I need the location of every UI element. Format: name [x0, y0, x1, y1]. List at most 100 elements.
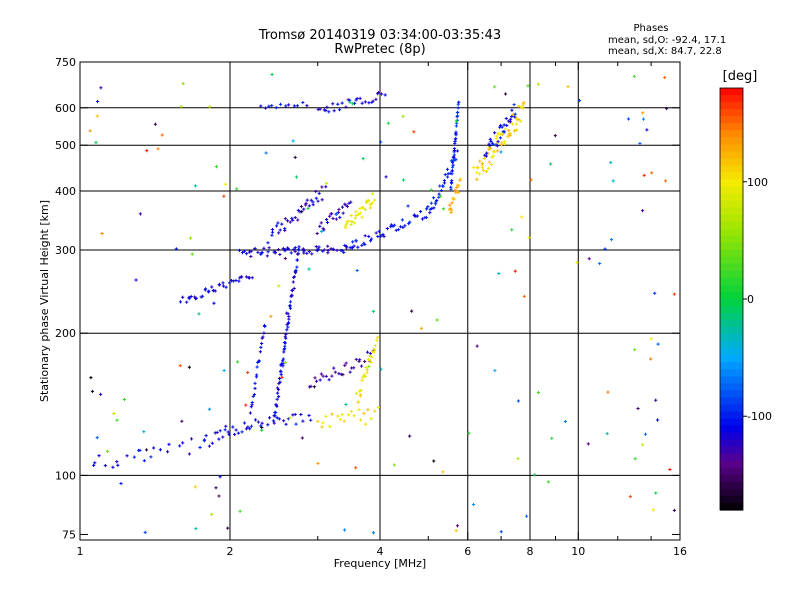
echo-point	[95, 99, 100, 104]
colorbar-segment	[720, 467, 743, 476]
echo-point	[253, 247, 257, 251]
echo-point	[213, 289, 217, 293]
echo-point	[324, 108, 328, 113]
colorbar-segment	[720, 165, 743, 173]
echo-point	[317, 191, 321, 195]
echo-point	[492, 131, 497, 135]
echo-point	[365, 371, 369, 375]
colorbar-segment	[720, 411, 743, 420]
echo-point	[235, 187, 239, 191]
echo-point	[341, 373, 345, 377]
echo-point	[122, 397, 126, 402]
echo-point	[316, 461, 320, 466]
echo-point	[305, 198, 309, 202]
echo-point	[369, 417, 373, 421]
echo-point	[94, 140, 98, 145]
echo-point	[358, 358, 362, 362]
echo-point	[197, 312, 201, 316]
echo-point	[655, 418, 660, 422]
echo-point	[443, 173, 447, 177]
echo-point	[451, 163, 455, 167]
echo-point	[457, 100, 461, 104]
echo-point	[294, 268, 298, 273]
echo-point	[316, 199, 320, 203]
echo-point	[190, 252, 194, 256]
echo-point	[283, 361, 287, 365]
echo-point	[488, 146, 493, 151]
y-tick-label: 100	[55, 469, 76, 482]
echo-point	[633, 457, 637, 461]
echo-point	[352, 414, 356, 418]
echo-point	[563, 419, 567, 424]
echo-point	[437, 192, 441, 196]
echo-point	[343, 243, 347, 248]
echo-point	[376, 234, 380, 239]
echo-point	[515, 128, 519, 132]
echo-point	[277, 284, 281, 288]
echo-point	[214, 486, 218, 490]
echo-point	[327, 378, 331, 382]
echo-point	[263, 106, 268, 110]
echo-point	[309, 198, 313, 202]
echo-point	[234, 278, 238, 283]
echo-point	[649, 337, 653, 341]
echo-point	[603, 247, 607, 251]
echo-point	[100, 231, 104, 236]
echo-point	[300, 210, 304, 214]
echo-point	[105, 449, 110, 453]
colorbar-segment	[720, 355, 743, 363]
echo-point	[401, 178, 406, 182]
echo-point	[450, 201, 454, 205]
echo-point	[258, 350, 263, 354]
echo-point	[283, 247, 287, 252]
echo-point	[266, 241, 270, 245]
echo-point	[338, 417, 342, 421]
echo-point	[454, 137, 458, 141]
echo-point	[250, 400, 254, 405]
echo-point	[454, 130, 458, 134]
echo-point	[193, 485, 198, 489]
echo-point	[507, 119, 511, 123]
echo-point	[640, 209, 645, 213]
echo-point	[307, 413, 311, 418]
echo-point	[125, 454, 129, 458]
echo-point	[328, 214, 332, 218]
echo-point	[449, 210, 453, 215]
echo-point	[340, 412, 344, 417]
echo-point	[480, 166, 485, 170]
colorbar-segment	[720, 390, 743, 399]
stats-o-mode: mean, sd,O: -92.4, 17.1	[608, 35, 726, 46]
echo-point	[505, 123, 509, 128]
echo-point	[420, 217, 425, 221]
echo-point	[217, 437, 221, 441]
echo-point	[361, 157, 365, 161]
echo-point	[374, 97, 378, 101]
echo-point	[605, 432, 609, 436]
echo-point	[250, 276, 254, 280]
echo-point	[426, 205, 430, 209]
colorbar-segment	[720, 488, 743, 497]
echo-point	[632, 74, 636, 78]
echo-point	[284, 104, 288, 108]
echo-point	[326, 248, 330, 253]
echo-point	[363, 242, 367, 247]
echo-point	[360, 378, 364, 382]
echo-point	[294, 175, 299, 179]
echo-point	[354, 213, 358, 218]
echo-point	[522, 100, 526, 105]
echo-point	[134, 278, 138, 282]
echo-point	[259, 345, 263, 349]
colorbar-segment	[720, 348, 743, 356]
echo-point	[270, 230, 275, 234]
colorbar-segment	[720, 88, 743, 96]
echo-point	[343, 528, 347, 532]
echo-point	[337, 372, 341, 376]
echo-point	[351, 102, 355, 106]
echo-point	[373, 344, 378, 348]
echo-point	[286, 321, 291, 325]
echo-point	[275, 391, 280, 395]
echo-point	[510, 228, 514, 232]
colorbar-segment	[720, 151, 743, 159]
echo-point	[300, 436, 304, 440]
echo-point	[609, 238, 614, 242]
